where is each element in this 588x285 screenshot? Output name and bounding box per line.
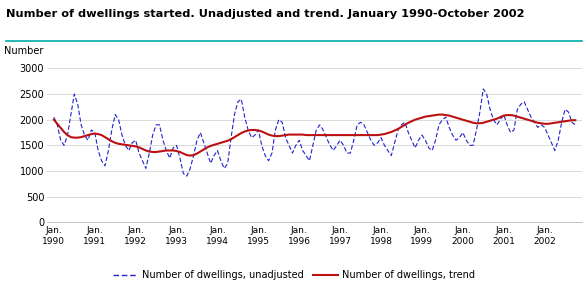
Text: Number: Number	[4, 46, 44, 56]
Text: Number of dwellings started. Unadjusted and trend. January 1990-October 2002: Number of dwellings started. Unadjusted …	[6, 9, 524, 19]
Legend: Number of dwellings, unadjusted, Number of dwellings, trend: Number of dwellings, unadjusted, Number …	[112, 270, 476, 280]
